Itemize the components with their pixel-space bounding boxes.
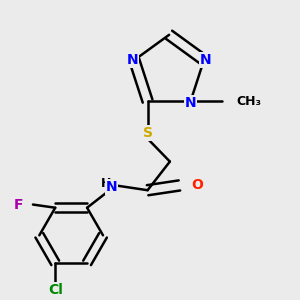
Text: CH₃: CH₃ — [237, 94, 262, 108]
Text: F: F — [14, 197, 23, 212]
Text: N: N — [200, 53, 211, 67]
Text: N: N — [127, 53, 139, 67]
Text: N: N — [185, 96, 197, 110]
Text: Cl: Cl — [48, 283, 63, 297]
Text: O: O — [191, 178, 203, 192]
Text: N: N — [106, 180, 117, 194]
Text: S: S — [142, 126, 153, 140]
Text: H: H — [100, 177, 111, 190]
